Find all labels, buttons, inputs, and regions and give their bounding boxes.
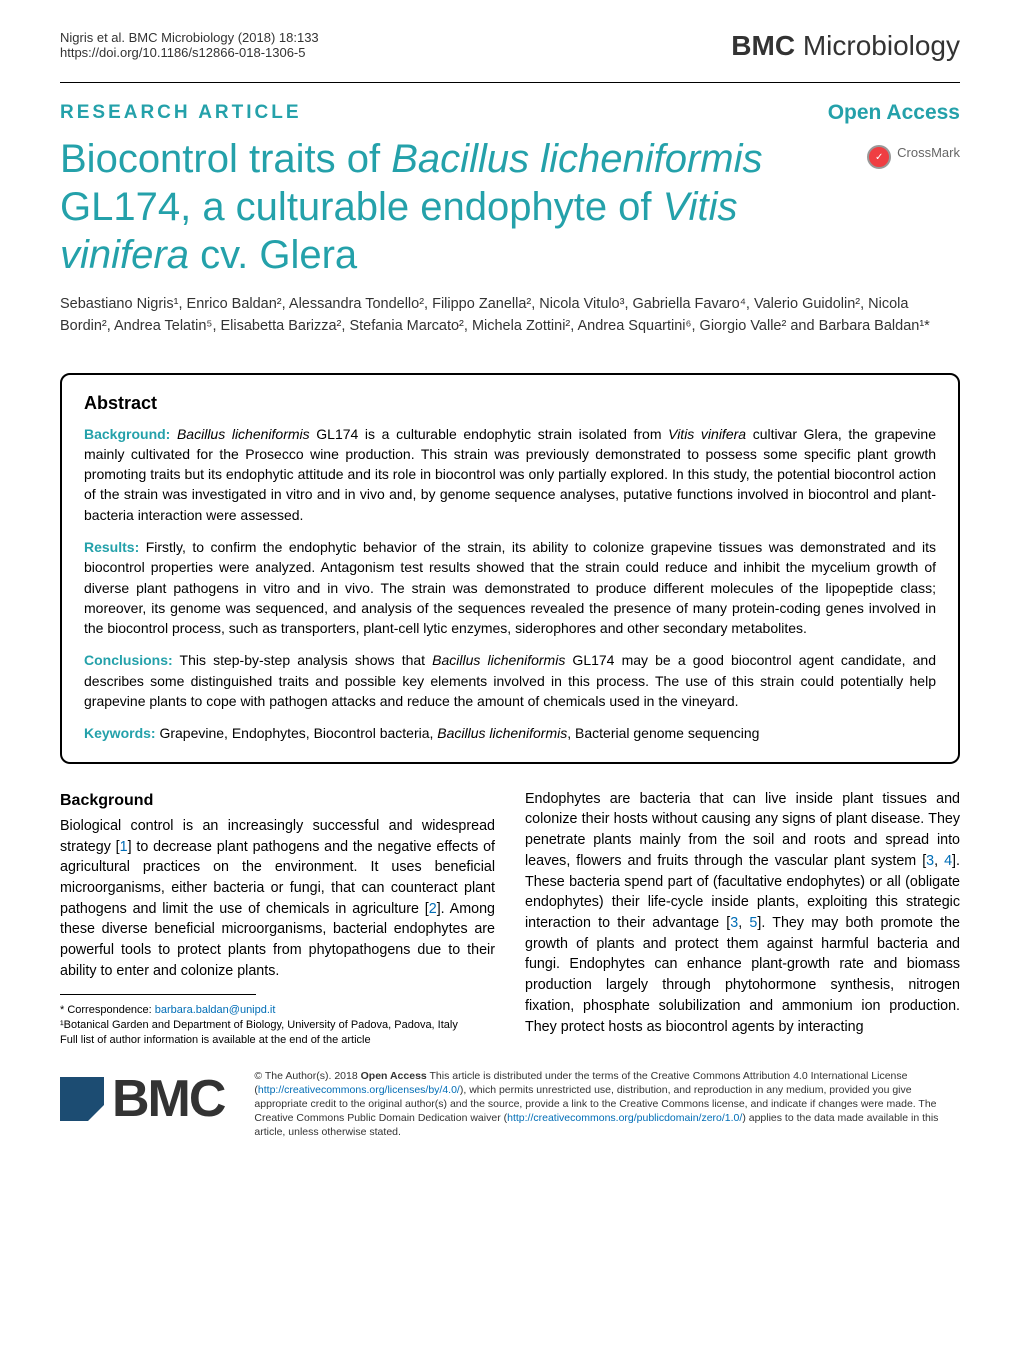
crossmark-badge[interactable]: ✓ CrossMark xyxy=(867,135,960,279)
col2-comma2: , xyxy=(738,915,749,931)
abstract-keywords: Keywords: Grapevine, Endophytes, Biocont… xyxy=(84,723,936,743)
article-type-label: RESEARCH ARTICLE xyxy=(60,102,302,124)
background-heading: Background xyxy=(60,789,495,812)
correspondence-label: * Correspondence: xyxy=(60,1004,155,1016)
left-column: Background Biological control is an incr… xyxy=(60,789,495,1049)
abstract-kw-italic: Bacillus licheniformis xyxy=(437,725,567,741)
abstract-keywords-label: Keywords: xyxy=(84,725,156,741)
bmc-text: BMC xyxy=(112,1069,224,1129)
abstract-bg-italic2: Vitis vinifera xyxy=(668,426,746,442)
col2-t1: Endophytes are bacteria that can live in… xyxy=(525,791,960,869)
title-italic1: Bacillus licheniformis xyxy=(391,137,762,181)
abstract-conc-t1: This step-by-step analysis shows that xyxy=(173,652,433,668)
title-part2: GL174, a culturable endophyte of xyxy=(60,185,663,229)
abstract-bg-t2: GL174 is a culturable endophytic strain … xyxy=(310,426,668,442)
correspondence-divider xyxy=(60,994,256,995)
license-text: © The Author(s). 2018 Open Access This a… xyxy=(254,1069,960,1140)
crossmark-icon: ✓ xyxy=(867,145,891,169)
correspondence-note: Full list of author information is avail… xyxy=(60,1034,371,1046)
abstract-conclusions-label: Conclusions: xyxy=(84,652,173,668)
correspondence-email[interactable]: barbara.baldan@unipd.it xyxy=(155,1004,276,1016)
license-t1: © The Author(s). 2018 xyxy=(254,1070,360,1082)
col2-comma1: , xyxy=(934,853,944,869)
bmc-square-icon xyxy=(60,1077,104,1121)
journal-logo: BMC Microbiology xyxy=(731,30,960,62)
title-row: Biocontrol traits of Bacillus lichenifor… xyxy=(0,135,1020,279)
license-url-2[interactable]: http://creativecommons.org/publicdomain/… xyxy=(507,1112,742,1124)
abstract-background: Background: Bacillus licheniformis GL174… xyxy=(84,424,936,525)
ref-link-3[interactable]: 3 xyxy=(926,853,934,869)
article-title: Biocontrol traits of Bacillus lichenifor… xyxy=(60,135,847,279)
abstract-results-label: Results: xyxy=(84,539,139,555)
license-url-1[interactable]: http://creativecommons.org/licenses/by/4… xyxy=(258,1084,460,1096)
ref-link-2[interactable]: 2 xyxy=(429,901,437,917)
page-footer: BMC © The Author(s). 2018 Open Access Th… xyxy=(0,1049,1020,1170)
title-part3: cv. Glera xyxy=(189,233,357,277)
correspondence-block: * Correspondence: barbara.baldan@unipd.i… xyxy=(60,1003,495,1049)
license-bold: Open Access xyxy=(361,1070,427,1082)
crossmark-label: CrossMark xyxy=(897,145,960,160)
right-column: Endophytes are bacteria that can live in… xyxy=(525,789,960,1049)
open-access-label: Open Access xyxy=(828,101,960,125)
abstract-box: Abstract Background: Bacillus lichenifor… xyxy=(60,373,960,764)
journal-prefix: BMC xyxy=(731,30,795,61)
citation-block: Nigris et al. BMC Microbiology (2018) 18… xyxy=(60,30,319,60)
page-header: Nigris et al. BMC Microbiology (2018) 18… xyxy=(0,0,1020,72)
bmc-logo: BMC xyxy=(60,1069,224,1129)
abstract-background-label: Background: xyxy=(84,426,170,442)
abstract-bg-italic1: Bacillus licheniformis xyxy=(170,426,309,442)
body-columns: Background Biological control is an incr… xyxy=(0,789,1020,1049)
abstract-results-text: Firstly, to confirm the endophytic behav… xyxy=(84,539,936,636)
author-list: Sebastiano Nigris¹, Enrico Baldan², Ales… xyxy=(0,279,1020,343)
abstract-kw-t1: Grapevine, Endophytes, Biocontrol bacter… xyxy=(156,725,438,741)
correspondence-affil: ¹Botanical Garden and Department of Biol… xyxy=(60,1019,458,1031)
title-part1: Biocontrol traits of xyxy=(60,137,391,181)
citation-line: Nigris et al. BMC Microbiology (2018) 18… xyxy=(60,30,319,45)
ref-link-4[interactable]: 4 xyxy=(944,853,952,869)
abstract-conc-italic: Bacillus licheniformis xyxy=(432,652,565,668)
doi-line: https://doi.org/10.1186/s12866-018-1306-… xyxy=(60,45,319,60)
article-type-bar: RESEARCH ARTICLE Open Access xyxy=(0,83,1020,135)
abstract-results: Results: Firstly, to confirm the endophy… xyxy=(84,537,936,638)
ref-link-1[interactable]: 1 xyxy=(120,839,128,855)
journal-name: Microbiology xyxy=(803,30,960,61)
abstract-conclusions: Conclusions: This step-by-step analysis … xyxy=(84,650,936,711)
abstract-kw-t3: , Bacterial genome sequencing xyxy=(567,725,759,741)
col2-t3: ]. They may both promote the growth of p… xyxy=(525,915,960,1035)
abstract-heading: Abstract xyxy=(84,393,936,414)
